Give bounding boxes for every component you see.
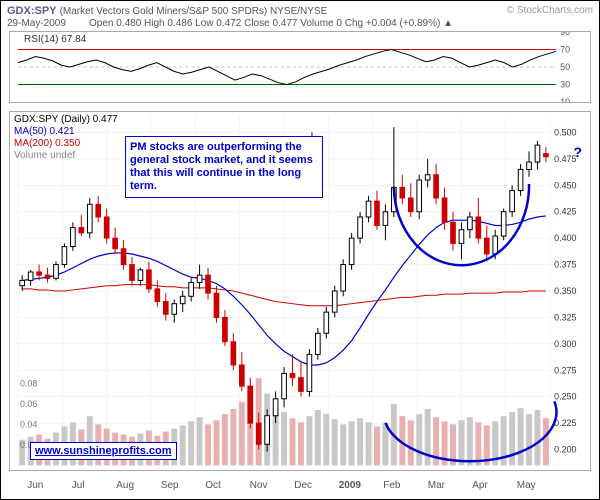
x-tick: 2009 xyxy=(339,480,361,491)
legend-ma200: MA(200) 0.350 xyxy=(14,138,118,150)
main-panel: GDX:SPY (Daily) 0.477 MA(50) 0.421 MA(20… xyxy=(9,111,591,471)
svg-text:0.325: 0.325 xyxy=(554,312,576,322)
x-tick: Dec xyxy=(294,480,312,491)
x-tick: Oct xyxy=(205,480,221,491)
x-tick: Sep xyxy=(161,480,179,491)
symbol-desc: (Market Vectors Gold Miners/S&P 500 SPDR… xyxy=(60,6,328,17)
svg-text:0.250: 0.250 xyxy=(554,392,576,402)
question-mark: ? xyxy=(573,144,582,160)
svg-text:70: 70 xyxy=(560,45,570,55)
symbol-title: GDX:SPY xyxy=(7,5,57,17)
x-tick: May xyxy=(517,480,536,491)
svg-text:0.375: 0.375 xyxy=(554,260,576,270)
svg-text:0.04: 0.04 xyxy=(20,419,37,429)
x-tick: Feb xyxy=(383,480,400,491)
legend-ma50: MA(50) 0.421 xyxy=(14,126,118,138)
x-tick: Nov xyxy=(250,480,268,491)
ohlc-label: Open 0.480 High 0.486 Low 0.472 Close 0.… xyxy=(89,18,453,29)
svg-text:0.500: 0.500 xyxy=(554,127,576,137)
x-tick: Jun xyxy=(27,480,43,491)
svg-text:50: 50 xyxy=(560,62,570,72)
svg-text:0.300: 0.300 xyxy=(554,339,576,349)
svg-text:10: 10 xyxy=(560,97,570,102)
svg-text:0.225: 0.225 xyxy=(554,418,576,428)
svg-text:30: 30 xyxy=(560,79,570,89)
main-legend: GDX:SPY (Daily) 0.477 MA(50) 0.421 MA(20… xyxy=(14,114,118,162)
rsi-label: RSI(14) 67.84 xyxy=(24,34,86,45)
date-label: 29-May-2009 xyxy=(7,18,66,29)
svg-text:0.275: 0.275 xyxy=(554,365,576,375)
svg-text:0.350: 0.350 xyxy=(554,286,576,296)
annotation-text: PM stocks are outperforming the general … xyxy=(125,136,323,198)
svg-text:90: 90 xyxy=(560,32,570,37)
attribution: © StockCharts.com xyxy=(507,5,593,16)
svg-text:0.400: 0.400 xyxy=(554,233,576,243)
x-tick: Apr xyxy=(472,480,488,491)
x-tick: Mar xyxy=(428,480,445,491)
x-axis: Jun Jul Aug Sep Oct Nov Dec 2009 Feb Mar Apr May xyxy=(9,473,591,491)
url-link[interactable]: www.sunshineprofits.com xyxy=(30,442,177,460)
rsi-panel: RSI(14) 67.84 90 70 50 30 10 xyxy=(9,31,591,103)
svg-text:0.450: 0.450 xyxy=(554,180,576,190)
svg-text:0.200: 0.200 xyxy=(554,445,576,455)
rsi-plot: 90 70 50 30 10 xyxy=(10,32,590,102)
x-tick: Aug xyxy=(116,480,134,491)
svg-text:0.08: 0.08 xyxy=(20,378,37,388)
stockchart: GDX:SPY (Market Vectors Gold Miners/S&P … xyxy=(0,0,600,500)
legend-volume: Volume undef xyxy=(14,150,118,162)
svg-text:0.06: 0.06 xyxy=(20,399,37,409)
svg-text:0.425: 0.425 xyxy=(554,207,576,217)
legend-symbol: GDX:SPY (Daily) 0.477 xyxy=(14,114,118,126)
x-tick: Jul xyxy=(72,480,85,491)
